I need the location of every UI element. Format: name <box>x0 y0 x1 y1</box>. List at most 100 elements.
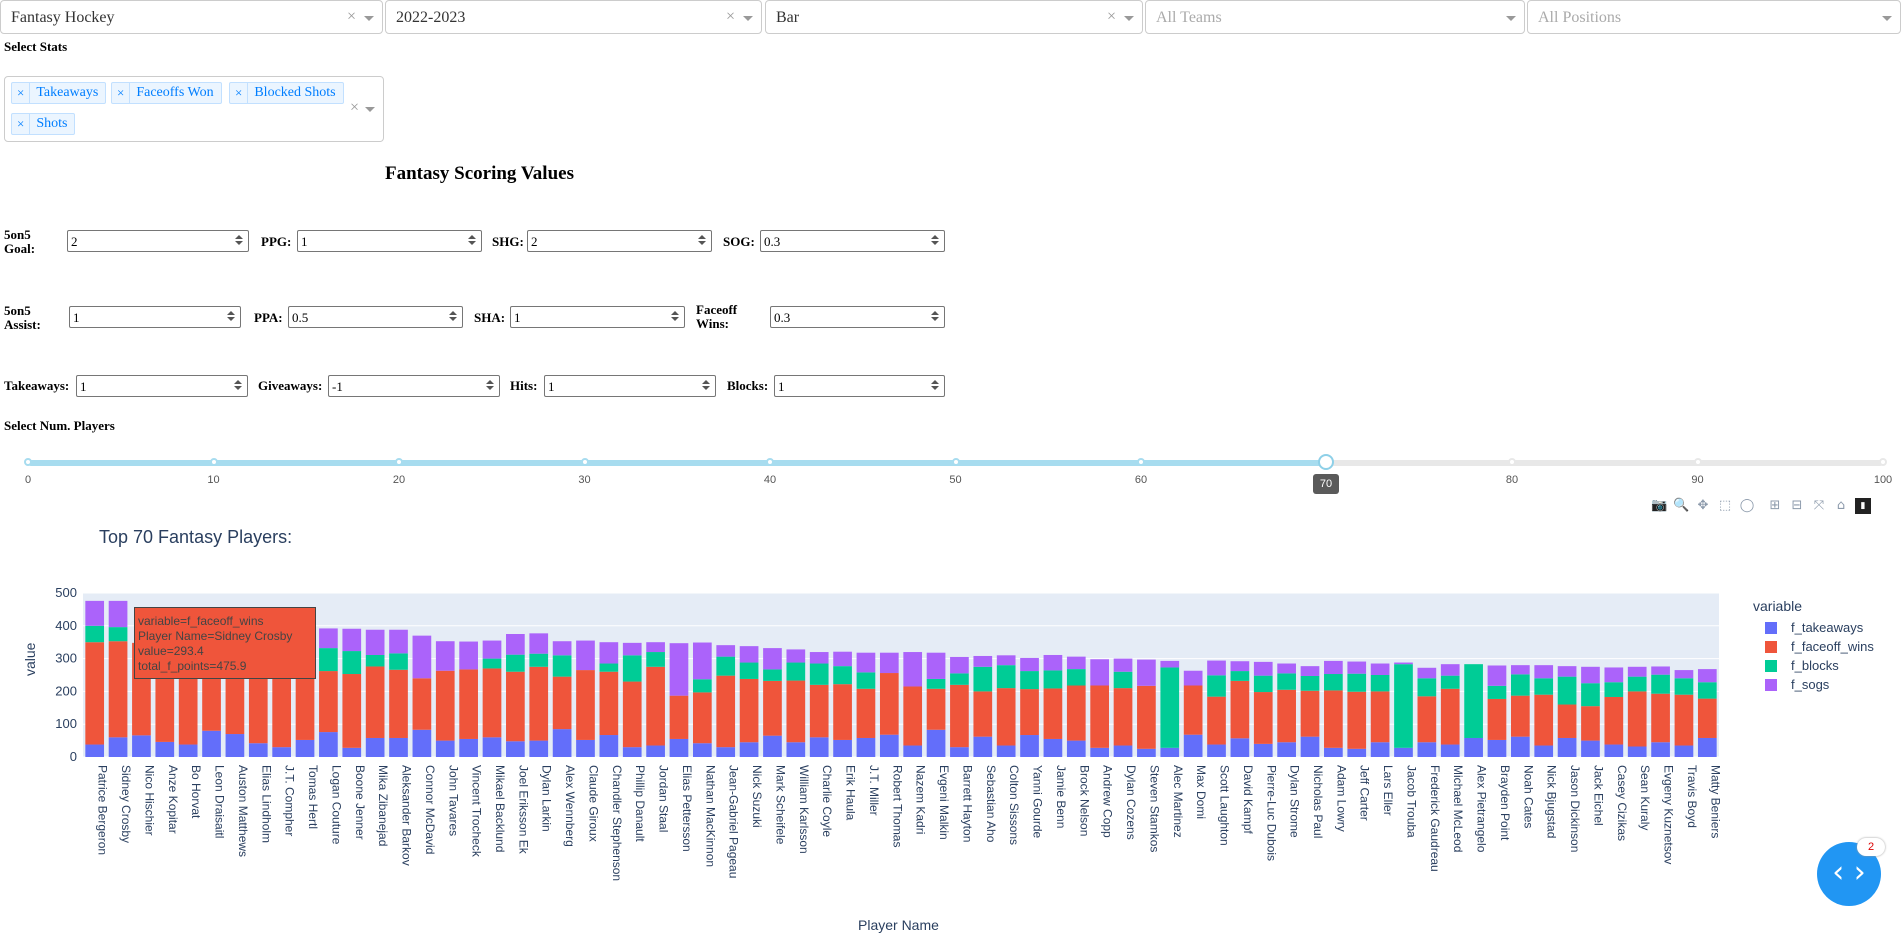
spinner-icon[interactable] <box>225 309 237 325</box>
sha-input[interactable]: 1 <box>510 306 685 328</box>
bar-segment <box>716 747 736 757</box>
spinner-icon[interactable] <box>447 309 459 325</box>
field-label-shg: SHG: <box>492 234 524 249</box>
zoom-icon[interactable]: 🔍 <box>1673 498 1690 513</box>
chevron-down-icon[interactable] <box>743 16 753 21</box>
slider-tick[interactable] <box>1508 458 1516 466</box>
slider-tick-label: 0 <box>24 474 32 486</box>
bar-segment <box>786 680 806 743</box>
bar-segment <box>599 642 619 664</box>
plotly-logo-icon[interactable]: ▮ <box>1855 498 1871 514</box>
bar-segment <box>1604 696 1624 745</box>
clear-icon[interactable]: × <box>1106 8 1116 25</box>
chevron-down-icon[interactable] <box>365 107 375 112</box>
season-dropdown[interactable]: 2022-2023 × <box>385 0 762 34</box>
spinner-icon[interactable] <box>696 233 708 249</box>
chevron-down-icon[interactable] <box>364 16 374 21</box>
slider-tick[interactable] <box>1137 458 1145 466</box>
remove-tag-icon[interactable]: × <box>230 83 249 103</box>
legend-item-sogs[interactable]: f_sogs <box>1765 677 1829 692</box>
slider-tick[interactable] <box>395 458 403 466</box>
remove-tag-icon[interactable]: × <box>112 83 131 103</box>
giveaways-input[interactable]: -1 <box>328 375 500 397</box>
zoom-in-icon[interactable]: ⊞ <box>1769 498 1781 513</box>
stats-multiselect[interactable]: × Takeaways × Faceoffs Won × Blocked Sho… <box>4 76 384 142</box>
bar-segment <box>996 665 1016 689</box>
remove-tag-icon[interactable]: × <box>12 83 31 103</box>
bar-segment <box>1090 659 1110 686</box>
5on5-goal-input[interactable]: 2 <box>67 230 249 252</box>
chart-type-dropdown[interactable]: Bar × <box>765 0 1143 34</box>
zoom-out-icon[interactable]: ⊟ <box>1791 498 1803 513</box>
spinner-icon[interactable] <box>929 378 941 394</box>
autoscale-icon[interactable]: ⤧ <box>1813 498 1825 513</box>
slider-tick[interactable] <box>24 458 32 466</box>
hover-tooltip: variable=f_faceoff_wins Player Name=Sidn… <box>134 607 316 679</box>
bar-segment <box>1417 667 1437 679</box>
slider-handle[interactable] <box>1318 454 1334 470</box>
pan-icon[interactable]: ✥ <box>1697 498 1709 513</box>
ppg-input[interactable]: 1 <box>297 230 482 252</box>
takeaways-input[interactable]: 1 <box>76 375 248 397</box>
spinner-icon[interactable] <box>929 233 941 249</box>
spinner-icon[interactable] <box>484 378 496 394</box>
lasso-icon[interactable]: ◯ <box>1739 498 1755 513</box>
spinner-icon[interactable] <box>466 233 478 249</box>
spinner-icon[interactable] <box>232 378 244 394</box>
chevron-down-icon[interactable] <box>1124 16 1134 21</box>
slider-tick[interactable] <box>766 458 774 466</box>
slider-tick[interactable] <box>1693 458 1702 466</box>
bar-segment <box>1300 666 1320 676</box>
x-tick-label: William Karlsson <box>797 765 811 854</box>
clear-icon[interactable]: × <box>346 8 356 25</box>
hits-input[interactable]: 1 <box>544 375 716 397</box>
clear-icon[interactable]: × <box>725 8 735 25</box>
faceoff-wins-input[interactable]: 0.3 <box>770 306 945 328</box>
slider-tick[interactable] <box>580 458 589 466</box>
bar-segment <box>576 670 595 740</box>
legend-item-faceoff-wins[interactable]: f_faceoff_wins <box>1765 639 1874 654</box>
clear-all-icon[interactable]: × <box>349 99 359 116</box>
bar-segment <box>506 634 525 655</box>
legend-title: variable <box>1753 598 1803 614</box>
camera-icon[interactable]: 📷 <box>1651 498 1668 513</box>
blocks-input[interactable]: 1 <box>774 375 945 397</box>
x-tick-label: John Tavares <box>446 765 460 836</box>
5on5-assist-input[interactable]: 1 <box>69 306 241 328</box>
bar-segment <box>85 642 105 745</box>
slider-tick[interactable] <box>209 458 218 466</box>
chevron-down-icon[interactable] <box>1882 16 1892 21</box>
ppa-input[interactable]: 0.5 <box>288 306 463 328</box>
legend-item-takeaways[interactable]: f_takeaways <box>1765 620 1863 635</box>
legend-swatch <box>1765 678 1777 691</box>
shg-input[interactable]: 2 <box>527 230 712 252</box>
legend-item-blocks[interactable]: f_blocks <box>1765 658 1839 673</box>
bar-segment <box>903 686 923 746</box>
bar-segment <box>85 744 105 757</box>
spinner-icon[interactable] <box>929 309 941 325</box>
x-tick-label: Dylan Strome <box>1288 765 1302 838</box>
slider-tick[interactable] <box>951 458 960 466</box>
box-select-icon[interactable]: ⬚ <box>1718 498 1732 513</box>
position-dropdown[interactable]: All Positions <box>1527 0 1901 34</box>
x-tick-label: Auston Matthews <box>236 765 250 857</box>
x-tick-label: Connor McDavid <box>423 765 437 854</box>
spinner-icon[interactable] <box>233 233 245 249</box>
chevron-down-icon[interactable] <box>1506 16 1516 21</box>
bar-segment <box>1627 676 1647 692</box>
bar-segment <box>272 658 292 748</box>
game-mode-dropdown[interactable]: Fantasy Hockey × <box>0 0 383 34</box>
x-tick-label: Claude Giroux <box>586 765 600 842</box>
slider-tick[interactable] <box>1879 458 1887 466</box>
bar-segment <box>85 600 105 626</box>
spinner-icon[interactable] <box>700 378 712 394</box>
slider-tick-label: 50 <box>949 474 962 486</box>
sog-input[interactable]: 0.3 <box>760 230 945 252</box>
remove-tag-icon[interactable]: × <box>12 114 31 134</box>
x-tick-label: Sidney Crosby <box>119 765 133 843</box>
spinner-icon[interactable] <box>669 309 681 325</box>
x-tick-label: Jack Eichel <box>1591 765 1605 826</box>
reset-axes-icon[interactable]: ⌂ <box>1836 498 1846 513</box>
team-dropdown[interactable]: All Teams <box>1145 0 1525 34</box>
x-tick-label: Matty Beniers <box>1708 765 1722 838</box>
